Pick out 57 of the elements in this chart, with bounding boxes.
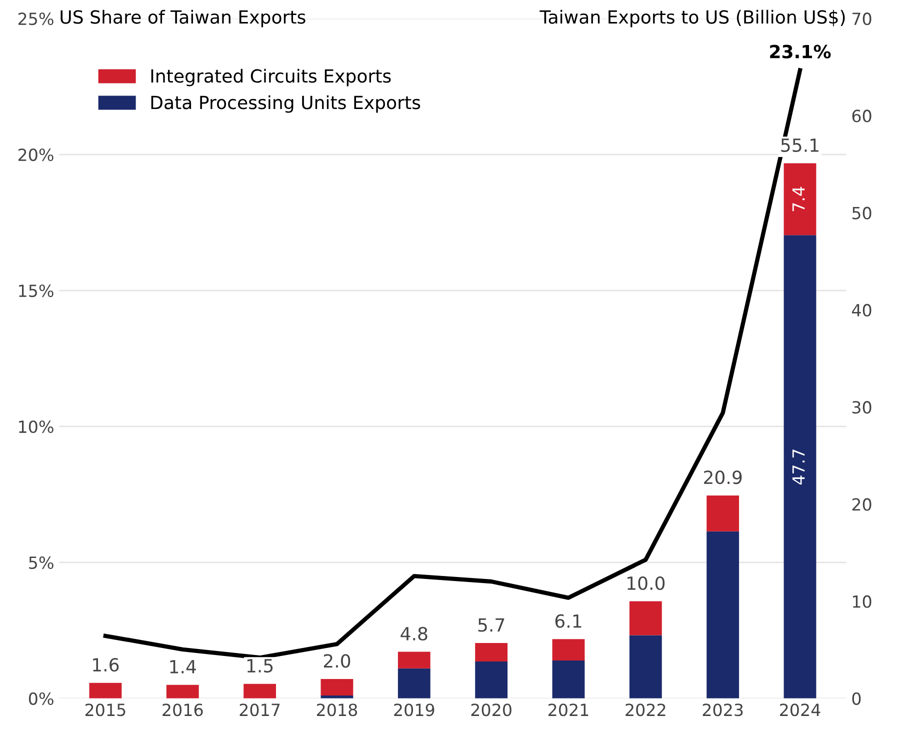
total-label: 6.1 bbox=[555, 614, 582, 628]
x-tick-label: 2023 bbox=[702, 704, 743, 716]
bar bbox=[552, 639, 585, 661]
bar bbox=[398, 668, 430, 698]
legend-label: Integrated Circuits Exports bbox=[151, 68, 391, 86]
y2-tick-label: 20 bbox=[852, 498, 872, 511]
x-tick-label: 2020 bbox=[471, 704, 512, 716]
y2-tick-label: 10 bbox=[852, 595, 872, 608]
bar bbox=[320, 678, 354, 696]
bar bbox=[629, 635, 662, 698]
bar bbox=[89, 682, 122, 698]
bar bbox=[398, 652, 430, 668]
total-label: 10.0 bbox=[628, 576, 665, 590]
x-tick-label: 2024 bbox=[780, 704, 820, 716]
total-label: 1.5 bbox=[247, 659, 273, 673]
x-tick-label: 2016 bbox=[162, 704, 203, 716]
total-label: 4.8 bbox=[400, 626, 428, 641]
total-label: 1.4 bbox=[170, 660, 196, 674]
total-label: 55.1 bbox=[781, 138, 818, 152]
y-tick-label: 20% bbox=[18, 148, 54, 162]
y2-tick-label: 30 bbox=[852, 401, 872, 414]
total-label: 2.0 bbox=[324, 654, 350, 668]
bar bbox=[629, 601, 662, 636]
x-tick-label: 2017 bbox=[240, 704, 280, 716]
y2-tick-label: 40 bbox=[852, 304, 872, 317]
bar bbox=[244, 684, 276, 698]
y-tick-label: 25% bbox=[18, 12, 54, 26]
x-tick-label: 2019 bbox=[394, 704, 434, 716]
bar bbox=[166, 684, 199, 698]
x-tick-label: 2018 bbox=[316, 704, 358, 716]
y2-tick-label: 0 bbox=[852, 692, 861, 705]
legend-label: Data Processing Units Exports bbox=[151, 95, 420, 113]
x-tick-label: 2021 bbox=[548, 704, 588, 716]
y2-tick-label: 70 bbox=[852, 12, 872, 26]
y-tick-label: 5% bbox=[29, 556, 54, 570]
bar bbox=[475, 662, 508, 698]
data-label: 7.4 bbox=[792, 186, 805, 212]
x-tick-label: 2022 bbox=[626, 704, 666, 716]
y-tick-label: 10% bbox=[19, 420, 54, 434]
y2-tick-label: 60 bbox=[852, 110, 872, 122]
bar bbox=[706, 495, 740, 532]
annotation: 23.1% bbox=[770, 44, 831, 58]
y2-tick-label: 50 bbox=[852, 206, 872, 220]
total-label: 20.9 bbox=[704, 470, 742, 484]
bar bbox=[784, 235, 816, 698]
y-tick-label: 0% bbox=[28, 692, 54, 705]
y2-axis-title: Taiwan Exports to US (Billion US$) bbox=[540, 10, 845, 28]
y-tick-label: 15% bbox=[19, 284, 54, 298]
y-axis-title: US Share of Taiwan Exports bbox=[60, 10, 306, 28]
bar bbox=[784, 163, 816, 236]
bar bbox=[552, 660, 585, 698]
bar bbox=[475, 643, 508, 662]
bar bbox=[706, 531, 740, 698]
total-label: 5.7 bbox=[478, 618, 504, 632]
total-label: 1.6 bbox=[93, 658, 119, 672]
x-tick-label: 2015 bbox=[85, 704, 126, 716]
data-label: 47.7 bbox=[792, 450, 805, 485]
